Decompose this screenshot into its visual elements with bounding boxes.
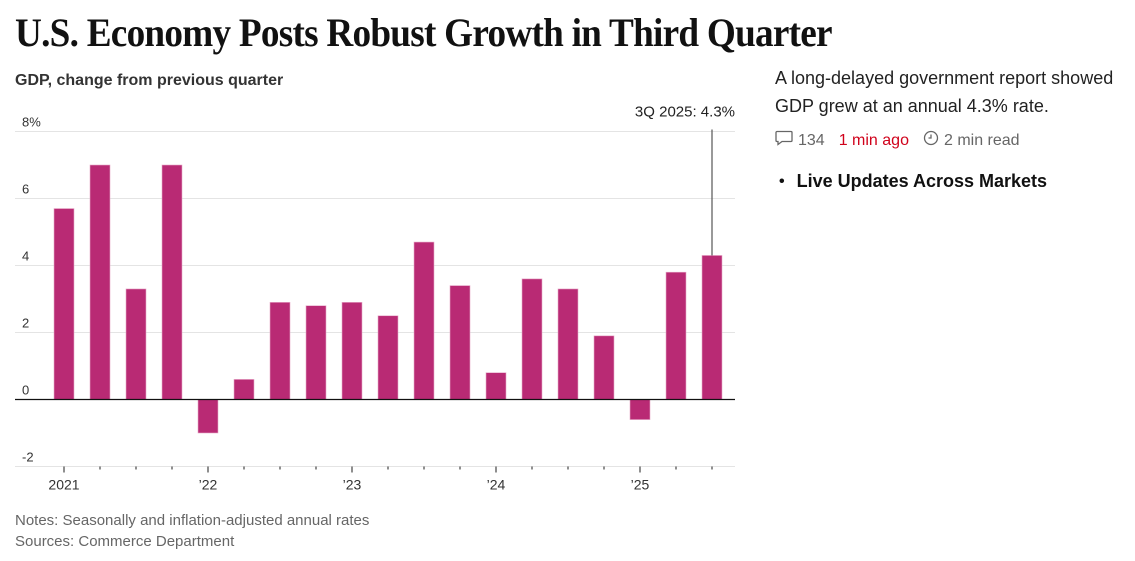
- timestamp: 1 min ago: [838, 131, 909, 149]
- gridlines: [15, 131, 735, 467]
- bar-1q-2023[interactable]: [341, 302, 363, 400]
- y-tick-label: 6: [22, 182, 29, 197]
- gdp-bar-chart: -2 0 2 4 6 8% 2021 ’22 ’23 ’24 ’25 3Q 2025: 4.3%: [15, 104, 735, 493]
- bar-2q-2024[interactable]: [521, 278, 543, 400]
- bar-3q-2022[interactable]: [269, 302, 291, 400]
- comments-link[interactable]: 134: [775, 130, 825, 151]
- chart-footnotes: Notes: Seasonally and inflation-adjusted…: [15, 510, 369, 552]
- clock-icon: [923, 130, 939, 151]
- annotation-label: 3Q 2025: 4.3%: [635, 104, 735, 121]
- bars: [53, 164, 723, 434]
- bar-1q-2022[interactable]: [197, 399, 219, 434]
- bar-3q-2021[interactable]: [125, 288, 147, 400]
- related-link[interactable]: Live Updates Across Markets: [796, 171, 1048, 191]
- x-axis: 2021 ’22 ’23 ’24 ’25: [48, 466, 713, 493]
- y-tick-label: 0: [22, 383, 29, 398]
- x-tick-label: ’22: [199, 477, 218, 493]
- bar-1q-2025[interactable]: [629, 399, 651, 420]
- article-sidebar: A long-delayed government report showed …: [775, 64, 1130, 192]
- bar-3q-2024[interactable]: [557, 288, 579, 400]
- headline[interactable]: U.S. Economy Posts Robust Growth in Thir…: [15, 10, 833, 55]
- y-tick-label: -2: [22, 450, 34, 465]
- bar-4q-2022[interactable]: [305, 305, 327, 400]
- bar-2q-2023[interactable]: [377, 315, 399, 400]
- read-time: 2 min read: [923, 130, 1020, 151]
- chart-title: GDP, change from previous quarter: [15, 72, 284, 89]
- article-summary: A long-delayed government report showed …: [775, 68, 1114, 116]
- y-tick-label: 2: [22, 316, 29, 331]
- x-tick-label: ’23: [343, 477, 362, 493]
- bar-1q-2024[interactable]: [485, 372, 507, 400]
- chart-notes: Notes: Seasonally and inflation-adjusted…: [15, 512, 370, 529]
- read-time-label: 2 min read: [943, 131, 1020, 149]
- bar-2q-2021[interactable]: [89, 164, 111, 400]
- bar-4q-2024[interactable]: [593, 335, 615, 400]
- y-tick-label: 8%: [22, 115, 41, 130]
- annotation: 3Q 2025: 4.3%: [635, 104, 735, 256]
- comments-count: 134: [798, 131, 825, 149]
- y-axis-labels: -2 0 2 4 6 8%: [22, 115, 41, 465]
- bar-4q-2023[interactable]: [449, 285, 471, 400]
- related-link-item[interactable]: • Live Updates Across Markets: [775, 171, 1130, 192]
- bar-2q-2025[interactable]: [665, 271, 687, 400]
- y-tick-label: 4: [22, 249, 29, 264]
- x-tick-label: 2021: [48, 477, 79, 493]
- x-tick-label: ’25: [631, 477, 650, 493]
- bullet-icon: •: [779, 172, 785, 190]
- x-tick-label: ’24: [487, 477, 506, 493]
- bar-3q-2023[interactable]: [413, 241, 435, 400]
- bar-3q-2025[interactable]: [701, 255, 723, 400]
- article-meta: 134 1 min ago 2 min read: [775, 130, 1130, 151]
- comment-bubble-icon: [775, 130, 793, 151]
- bar-2q-2022[interactable]: [233, 379, 255, 400]
- bar-1q-2021[interactable]: [53, 208, 75, 400]
- chart-sources: Sources: Commerce Department: [15, 533, 235, 550]
- bar-4q-2021[interactable]: [161, 164, 183, 400]
